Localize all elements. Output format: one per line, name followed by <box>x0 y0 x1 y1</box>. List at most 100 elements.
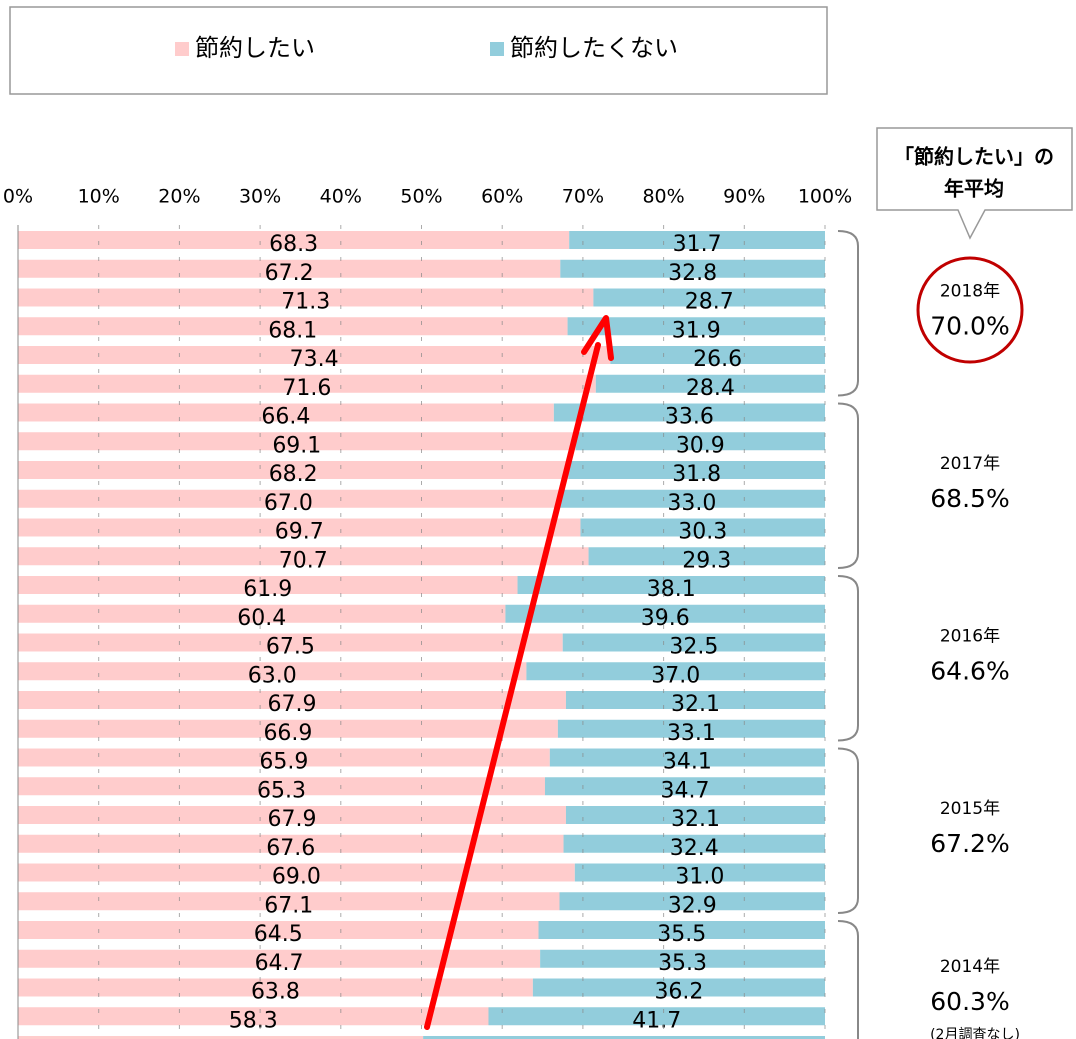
value-label: 69.0 <box>272 865 321 890</box>
legend-box <box>9 6 828 95</box>
value-label: 63.0 <box>248 663 297 688</box>
bar-segment <box>18 288 594 307</box>
x-tick-label: 80% <box>642 186 684 208</box>
bar-segment <box>560 259 825 278</box>
bar-segment <box>559 892 825 911</box>
group-bracket <box>837 920 859 1039</box>
legend-swatch <box>175 42 189 56</box>
value-label: 67.2 <box>265 261 314 286</box>
x-tick-label: 10% <box>78 186 120 208</box>
group-bracket <box>837 747 859 914</box>
value-label: 69.1 <box>272 433 321 458</box>
group-year: 2015年 <box>940 799 1000 819</box>
bar-segment <box>18 403 554 422</box>
bar-segment <box>18 259 561 278</box>
value-label: 32.4 <box>670 836 719 861</box>
bar-segment <box>505 604 825 623</box>
x-tick-label: 60% <box>481 186 523 208</box>
bar-segment <box>18 691 566 709</box>
value-label: 30.9 <box>676 433 725 458</box>
value-label: 32.8 <box>668 261 717 286</box>
bar-segment <box>18 604 506 623</box>
bar-segment <box>517 576 825 594</box>
bar-segment <box>18 461 569 479</box>
bar-segment <box>18 489 559 508</box>
bar-segment <box>18 863 575 882</box>
group-average: 70.0% <box>930 311 1009 340</box>
value-label: 33.0 <box>667 491 716 516</box>
bar-segment <box>567 317 825 336</box>
group-year: 2014年 <box>940 957 1000 977</box>
bar-segment <box>18 374 596 393</box>
bar-segment <box>540 949 825 968</box>
bar-segment <box>18 777 545 796</box>
bar-segment <box>610 346 825 364</box>
x-tick-label: 40% <box>320 186 362 208</box>
value-label: 33.1 <box>667 721 716 746</box>
group-note: (2月調査なし) <box>930 1027 1020 1039</box>
legend-swatch <box>490 42 504 56</box>
bar-segment <box>18 633 563 652</box>
bar-segment <box>544 777 825 796</box>
bar-segment <box>18 949 541 968</box>
group-year: 2018年 <box>940 281 1000 301</box>
value-label: 67.6 <box>266 836 315 861</box>
bar-segment <box>568 461 825 479</box>
value-label: 35.3 <box>658 951 707 976</box>
value-label: 64.5 <box>254 922 303 947</box>
group-average: 67.2% <box>930 829 1009 858</box>
value-label: 66.4 <box>261 405 310 430</box>
value-label: 32.5 <box>669 635 718 660</box>
bar-segment <box>553 403 825 422</box>
value-label: 33.6 <box>665 405 714 430</box>
highlight-circle <box>916 256 1024 364</box>
callout-box <box>876 127 1073 240</box>
callout-text: 年平均 <box>944 177 1004 201</box>
bar-segment <box>558 489 825 508</box>
bar-segment <box>565 691 825 709</box>
value-label: 67.9 <box>267 692 316 717</box>
value-label: 28.4 <box>686 376 735 401</box>
bar-segment <box>18 432 576 451</box>
bar-segment <box>532 978 825 997</box>
bar-segment <box>18 231 570 249</box>
bar-segment <box>18 748 550 767</box>
trend-arrow-head <box>581 315 614 361</box>
legend-label: 節約したくない <box>510 34 678 62</box>
value-label: 65.3 <box>257 778 306 803</box>
overlay <box>424 256 1024 1030</box>
group-bracket <box>837 575 859 742</box>
value-label: 60.4 <box>237 606 286 631</box>
group-year: 2016年 <box>940 626 1000 646</box>
value-label: 68.2 <box>269 462 318 487</box>
value-label: 58.3 <box>229 1008 278 1033</box>
x-tick-label: 0% <box>3 186 33 208</box>
value-label: 73.4 <box>290 347 339 372</box>
value-label: 30.3 <box>678 520 727 545</box>
value-label: 68.3 <box>269 232 318 257</box>
value-label: 41.7 <box>632 1008 681 1033</box>
group-average: 64.6% <box>930 656 1009 685</box>
bar-segment <box>18 317 568 336</box>
value-label: 66.9 <box>263 721 312 746</box>
value-label: 35.5 <box>657 922 706 947</box>
group-average: 60.3% <box>930 987 1009 1016</box>
value-label: 49.8 <box>600 1037 649 1039</box>
bar-segment <box>574 863 825 882</box>
x-tick-label: 100% <box>798 186 852 208</box>
value-label: 31.8 <box>672 462 721 487</box>
plot: 節約したい 節約したくない 0% 10% 20% 30% 40% 50% 60% 70% 80% 90… <box>3 34 1020 1039</box>
bar-segment <box>538 921 825 939</box>
bar-segment <box>565 806 825 824</box>
bar-segment <box>18 978 533 997</box>
bar-segment <box>18 346 611 364</box>
x-tick-label: 30% <box>239 186 281 208</box>
value-label: 28.7 <box>685 290 734 315</box>
bar-segment <box>580 518 825 537</box>
bar-segment <box>18 719 558 738</box>
value-label: 65.9 <box>259 750 308 775</box>
bar-segment <box>595 374 825 393</box>
value-label: 29.3 <box>682 548 731 573</box>
value-label: 31.7 <box>673 232 722 257</box>
group-average: 68.5% <box>930 484 1009 513</box>
